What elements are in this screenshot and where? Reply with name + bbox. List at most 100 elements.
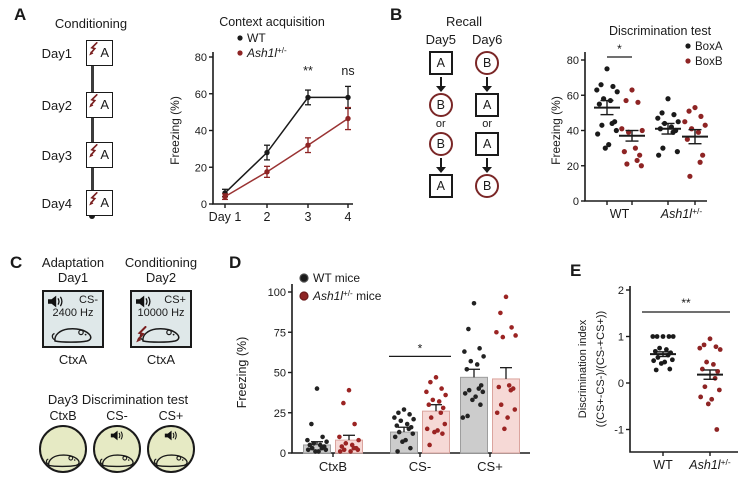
stage-day: Day2 bbox=[145, 269, 177, 285]
context-node: A bbox=[475, 132, 500, 157]
context-room: CS- 2400 Hz bbox=[42, 289, 104, 348]
node-letter: B bbox=[483, 56, 492, 70]
svg-text:-1: -1 bbox=[614, 425, 624, 437]
test-condition-cs-plus: CS+ bbox=[141, 409, 201, 473]
down-arrow-icon bbox=[482, 158, 493, 174]
svg-text:2: 2 bbox=[264, 210, 271, 224]
conditioning-day-row: Day4 A bbox=[30, 190, 113, 216]
node-letter: A bbox=[483, 98, 492, 112]
shock-icon bbox=[89, 192, 98, 206]
shock-icon bbox=[89, 144, 98, 158]
discrimination-test-chart: Discrimination test BoxA BoxB 0 20 40 60 80 Free… bbox=[549, 24, 723, 221]
conditioning-day-row: Day1 A bbox=[30, 40, 113, 66]
svg-text:Ash1l+/-: Ash1l+/- bbox=[688, 457, 731, 472]
condition-label: CS+ bbox=[158, 409, 184, 423]
svg-text:4: 4 bbox=[345, 210, 352, 224]
circle-room bbox=[147, 425, 195, 473]
context-node: A bbox=[428, 51, 453, 75]
mouse-icon bbox=[153, 454, 188, 468]
svg-text:ns: ns bbox=[341, 64, 354, 78]
svg-text:*: * bbox=[418, 341, 423, 355]
speaker-icon bbox=[136, 295, 151, 308]
node-letter: B bbox=[483, 179, 492, 194]
context-node: A bbox=[475, 93, 500, 117]
svg-text:Day 1: Day 1 bbox=[209, 210, 242, 224]
svg-text:CtxB: CtxB bbox=[319, 459, 347, 474]
node-letter: A bbox=[483, 137, 492, 152]
down-arrow-icon bbox=[482, 77, 493, 92]
context-room: CS+ 10000 Hz bbox=[130, 289, 192, 348]
discrimination-index-chart: -1 0 1 2 Discrimination index ((CS+-CS-)/(CS-… bbox=[577, 285, 738, 472]
svg-text:60: 60 bbox=[195, 89, 207, 101]
timeline-end-dot bbox=[89, 213, 95, 219]
context-letter: A bbox=[100, 195, 109, 210]
svg-text:20: 20 bbox=[195, 162, 207, 174]
svg-text:Context acquisition: Context acquisition bbox=[219, 15, 325, 29]
svg-text:WT mice: WT mice bbox=[313, 271, 360, 285]
svg-text:80: 80 bbox=[195, 52, 207, 64]
day-label: Day4 bbox=[41, 195, 72, 211]
node-letter: B bbox=[436, 137, 445, 152]
svg-text:Freezing (%): Freezing (%) bbox=[168, 96, 182, 165]
conditioning-day-row: Day3 A bbox=[30, 142, 113, 168]
shock-icon bbox=[136, 325, 147, 343]
stage-day: Day1 bbox=[57, 269, 89, 285]
stage-title: Conditioning bbox=[124, 255, 198, 270]
svg-text:0: 0 bbox=[618, 378, 624, 390]
stage-conditioning: Conditioning Day2 CS+ 10000 Hz CtxA bbox=[115, 255, 207, 367]
day-label: Day1 bbox=[41, 45, 72, 61]
condition-label: CS- bbox=[106, 409, 128, 423]
test-condition-cs-minus: CS- bbox=[87, 409, 147, 473]
frequency-label: 10000 Hz bbox=[137, 306, 185, 319]
recall-day-label: Day5 bbox=[425, 32, 456, 47]
context-letter: A bbox=[100, 45, 109, 60]
panel-label-b: B bbox=[390, 5, 403, 24]
down-arrow-icon bbox=[435, 158, 446, 174]
svg-text:Discrimination test: Discrimination test bbox=[609, 24, 712, 38]
node-letter: A bbox=[436, 179, 445, 194]
context-node: B bbox=[428, 132, 453, 157]
shock-icon bbox=[89, 94, 98, 108]
recall-column-day6: Day6 B A or A B bbox=[472, 32, 502, 199]
svg-text:Freezing (%): Freezing (%) bbox=[235, 337, 249, 409]
svg-text:CS+: CS+ bbox=[477, 459, 503, 474]
svg-text:80: 80 bbox=[567, 55, 579, 67]
context-name: CtxA bbox=[58, 351, 88, 367]
recall-title: Recall bbox=[445, 14, 483, 29]
svg-text:0: 0 bbox=[280, 448, 286, 460]
svg-text:CS-: CS- bbox=[409, 459, 431, 474]
svg-text:0: 0 bbox=[573, 196, 579, 208]
circle-room bbox=[39, 425, 87, 473]
svg-text:BoxA: BoxA bbox=[695, 41, 723, 53]
circle-room bbox=[93, 425, 141, 473]
context-node: A bbox=[428, 174, 453, 199]
svg-text:Freezing (%): Freezing (%) bbox=[549, 96, 563, 165]
day-label: Day3 bbox=[41, 147, 72, 163]
conditioning-schematic: Conditioning Day1 A Day2 A Day3 A Day4 bbox=[30, 16, 152, 228]
context-box: A bbox=[86, 190, 113, 216]
cs-label: CS- bbox=[79, 293, 98, 306]
svg-text:1: 1 bbox=[618, 332, 624, 344]
conditioning-day-row: Day2 A bbox=[30, 92, 113, 118]
mouse-icon bbox=[99, 454, 134, 468]
tone-protocol-schematic: Adaptation Day1 CS- 2400 Hz CtxA Conditi… bbox=[20, 255, 250, 489]
panel-label-e: E bbox=[570, 261, 582, 280]
svg-text:100: 100 bbox=[268, 287, 286, 299]
frequency-label: 2400 Hz bbox=[52, 306, 94, 319]
svg-text:WT: WT bbox=[610, 207, 630, 221]
context-node: B bbox=[475, 174, 500, 199]
speaker-icon bbox=[164, 430, 177, 441]
svg-text:Ash1l+/- mice: Ash1l+/- mice bbox=[312, 289, 382, 303]
cs-label: CS+ bbox=[164, 293, 186, 306]
svg-text:((CS+-CS-)/(CS-+CS+)): ((CS+-CS-)/(CS-+CS+)) bbox=[595, 311, 607, 427]
svg-text:BoxB: BoxB bbox=[695, 56, 723, 68]
freezing-bar-chart: WT mice Ash1l+/- mice 0 25 50 75 100 Freezing (… bbox=[235, 271, 530, 474]
stage-adaptation: Adaptation Day1 CS- 2400 Hz CtxA bbox=[27, 255, 119, 367]
svg-text:50: 50 bbox=[274, 368, 286, 380]
svg-text:**: ** bbox=[303, 64, 313, 78]
recall-schematic: Recall Day5 A B or B A Day6 B A or A B bbox=[414, 14, 514, 199]
conditioning-title: Conditioning bbox=[54, 16, 128, 31]
svg-text:20: 20 bbox=[567, 161, 579, 173]
